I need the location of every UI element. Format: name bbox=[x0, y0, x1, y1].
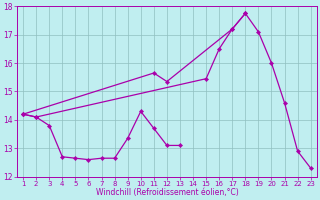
X-axis label: Windchill (Refroidissement éolien,°C): Windchill (Refroidissement éolien,°C) bbox=[96, 188, 238, 197]
